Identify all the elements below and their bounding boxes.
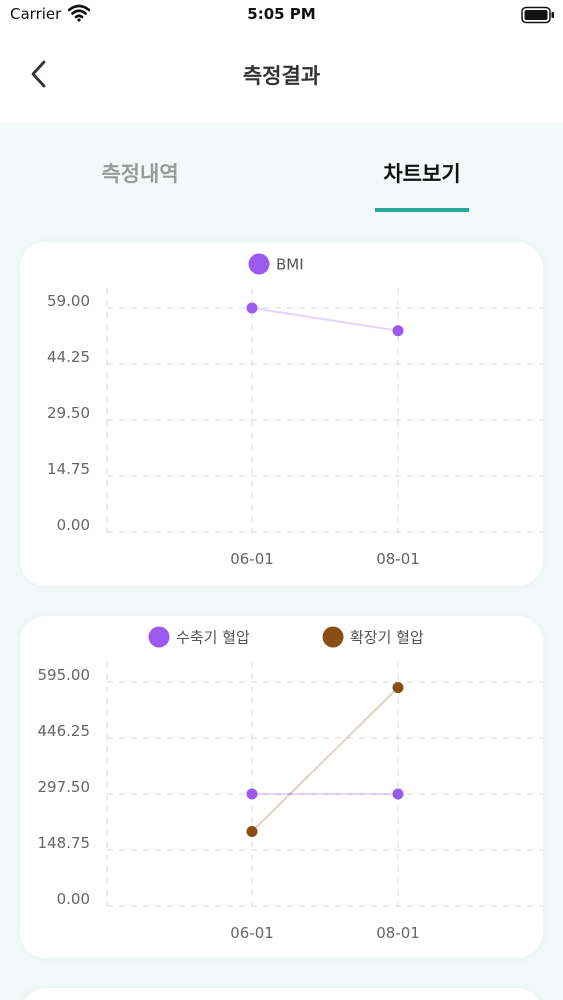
tab-measurement-history[interactable]: 측정내역 [101, 162, 179, 186]
y-tick-label: 14.75 [47, 460, 90, 478]
legend-label: 확장기 혈압 [350, 629, 424, 647]
back-button[interactable] [24, 58, 56, 90]
legend-marker [322, 626, 344, 648]
data-point [246, 302, 258, 314]
battery-icon [521, 6, 555, 28]
y-tick-label: 595.00 [38, 666, 91, 684]
y-tick-label: 0.00 [57, 516, 90, 534]
tab-chart-view[interactable]: 차트보기 [383, 162, 461, 186]
data-point [392, 325, 404, 337]
series-line [251, 686, 399, 833]
y-tick-label: 0.00 [57, 890, 90, 908]
y-tick-label: 148.75 [38, 834, 91, 852]
status-time: 5:05 PM [247, 5, 316, 23]
data-point [392, 788, 404, 800]
chevron-left-icon [31, 60, 46, 88]
blood-pressure-chart-card: 0.00 148.75 297.50 446.25 595.00 06-01 08-01 수축… [20, 616, 543, 958]
data-point [392, 682, 404, 694]
navigation-bar: 측정결과 [0, 32, 563, 122]
x-tick-label: 08-01 [376, 924, 420, 942]
blood-pressure-chart: 0.00 148.75 297.50 446.25 595.00 06-01 08-01 수축… [38, 626, 543, 942]
legend-marker [148, 626, 170, 648]
legend-label: 수축기 혈압 [176, 629, 250, 647]
bmi-chart: 0.00 14.75 29.50 44.25 59.00 06-01 08-01 BMI [47, 253, 543, 568]
y-tick-label: 446.25 [38, 722, 91, 740]
series-line [251, 307, 399, 332]
tab-bar: 측정내역 차트보기 [0, 122, 563, 222]
x-tick-label: 06-01 [230, 924, 274, 942]
legend-marker [248, 253, 270, 275]
legend-label: BMI [276, 256, 304, 274]
bmi-chart-card: 0.00 14.75 29.50 44.25 59.00 06-01 08-01 BMI [20, 242, 543, 586]
y-tick-label: 29.50 [47, 404, 90, 422]
status-bar: Carrier 5:05 PM [0, 0, 563, 32]
x-tick-label: 08-01 [376, 550, 420, 568]
data-point [246, 788, 258, 800]
y-tick-label: 297.50 [38, 778, 91, 796]
carrier-label: Carrier [10, 5, 62, 23]
data-point [246, 825, 258, 837]
y-tick-label: 59.00 [47, 292, 90, 310]
y-tick-label: 44.25 [47, 348, 90, 366]
page-title: 측정결과 [242, 64, 321, 88]
x-tick-label: 06-01 [230, 550, 274, 568]
next-chart-card [20, 988, 543, 1000]
wifi-icon [67, 4, 91, 26]
active-tab-indicator [375, 208, 469, 212]
